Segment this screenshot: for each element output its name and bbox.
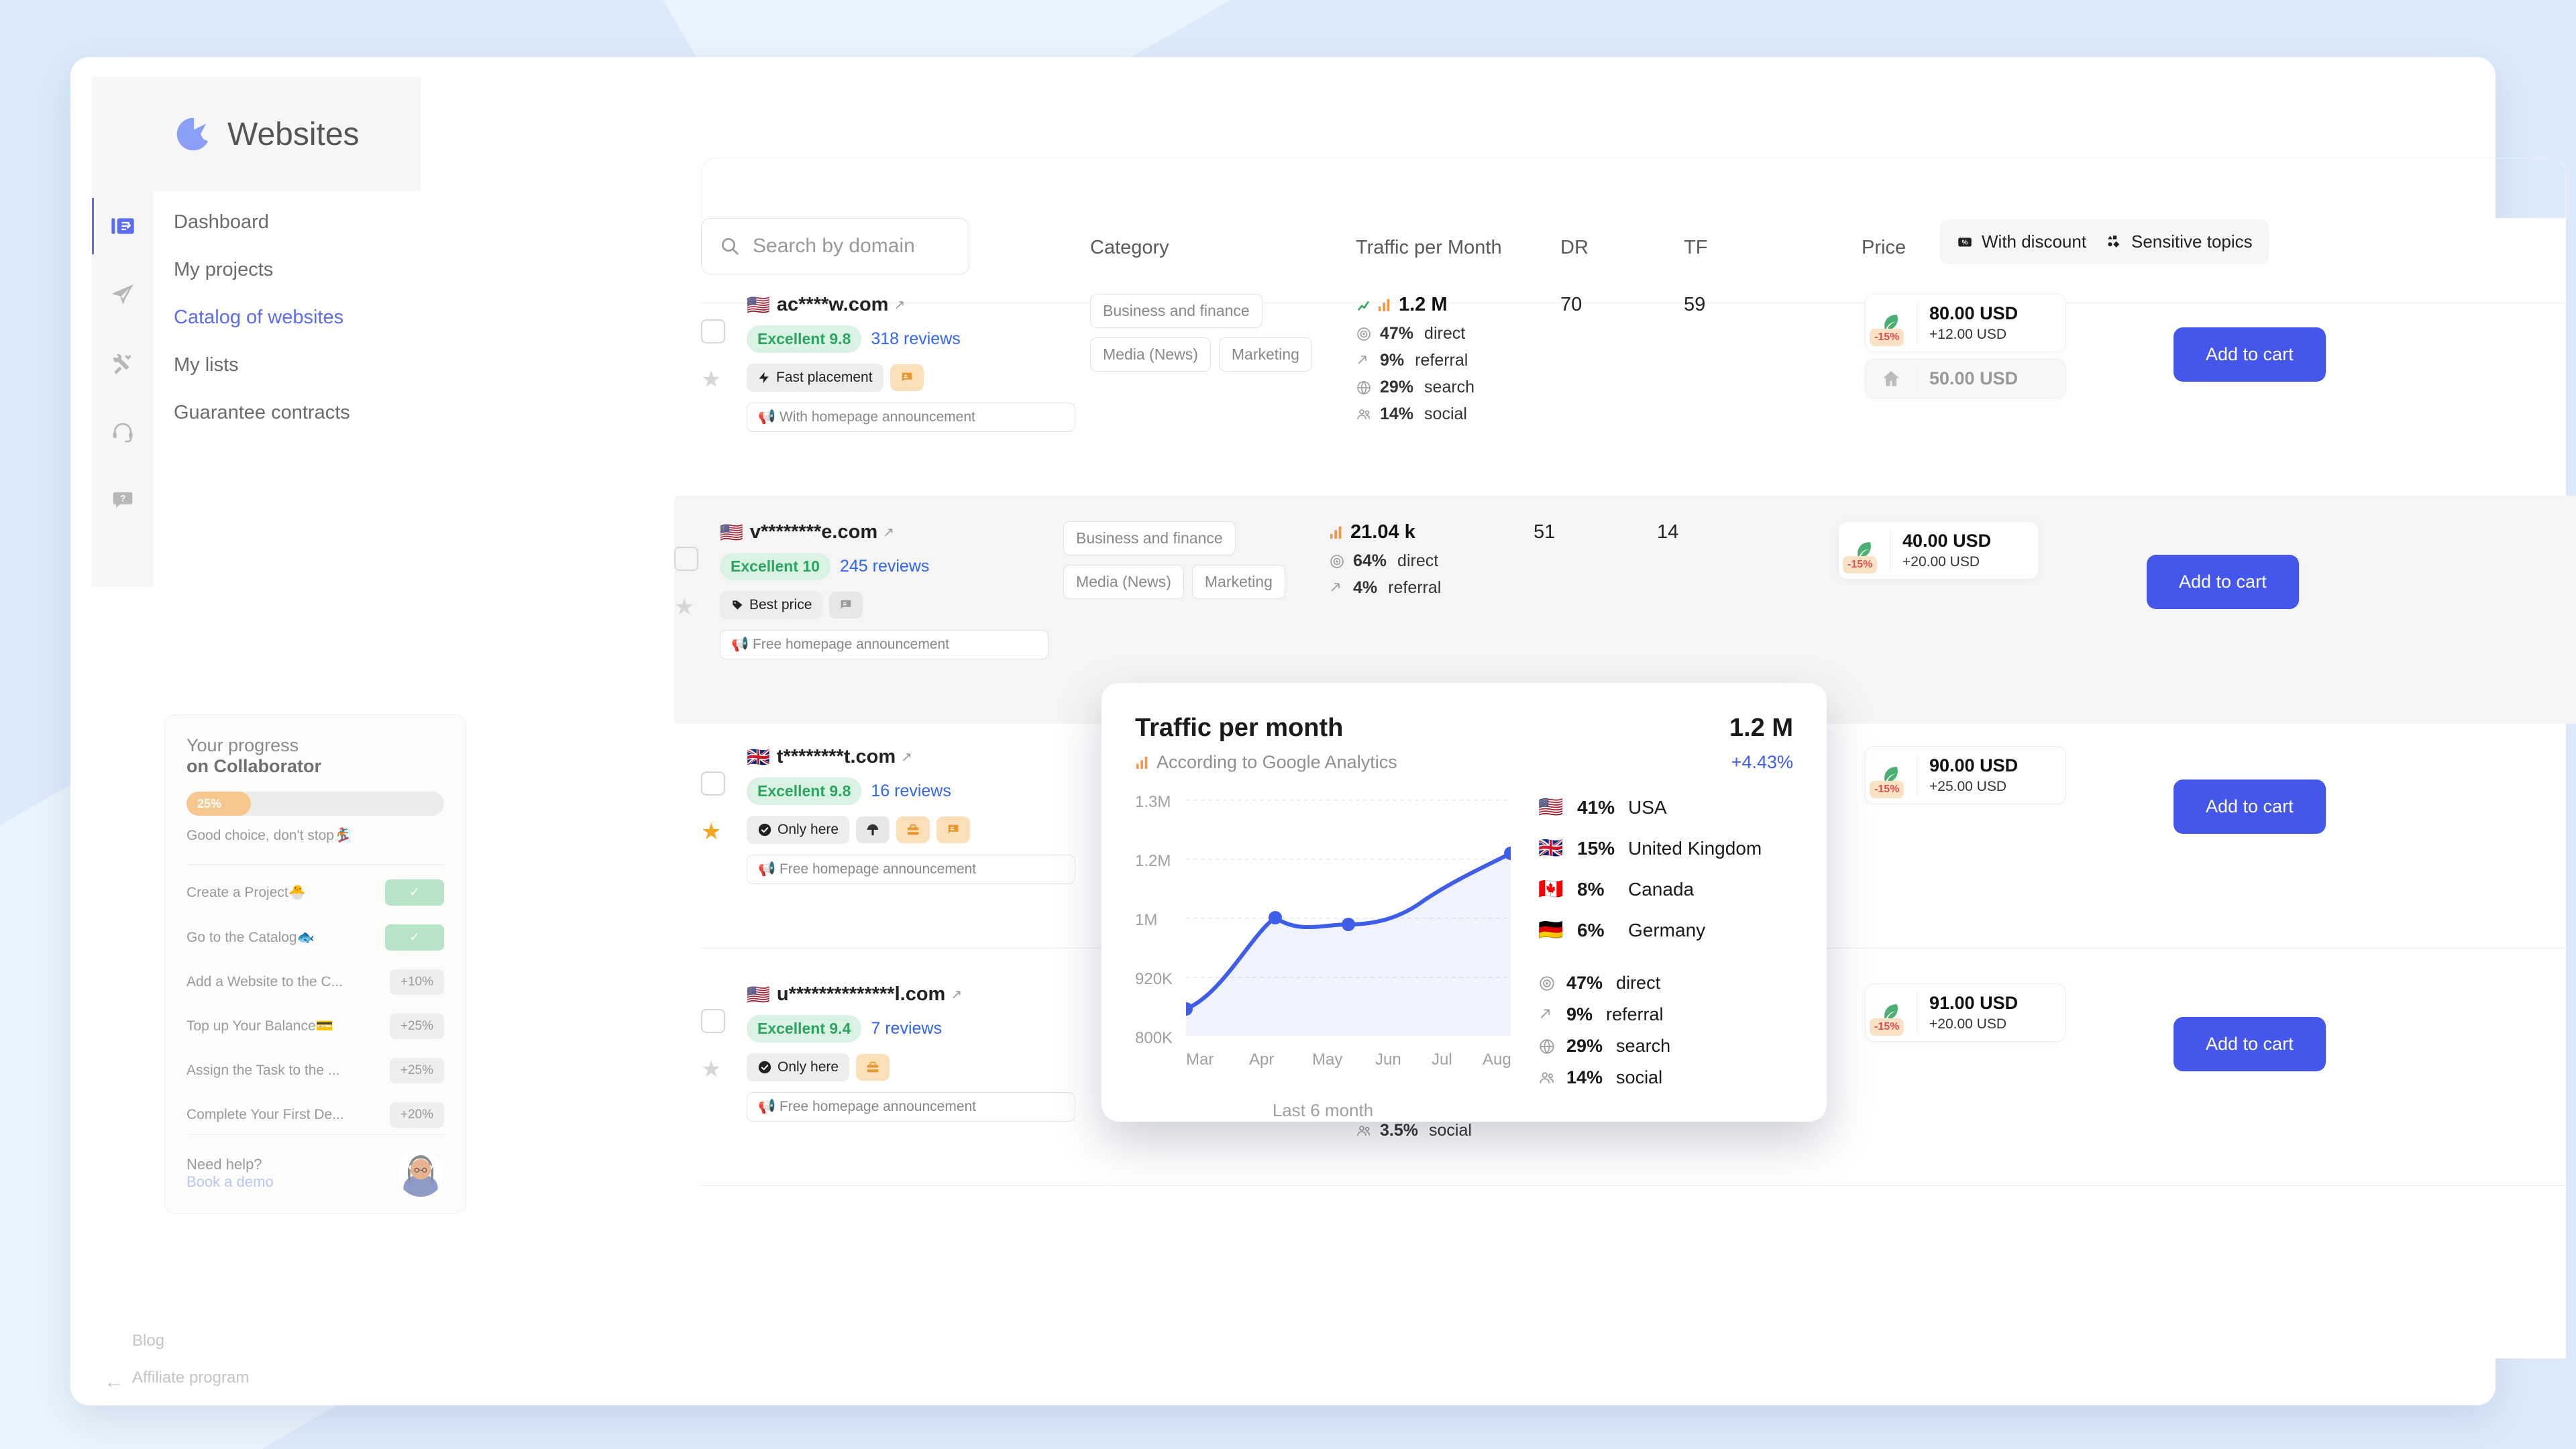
svg-text:?: ? — [120, 493, 125, 503]
svg-text:%: % — [1962, 239, 1968, 246]
